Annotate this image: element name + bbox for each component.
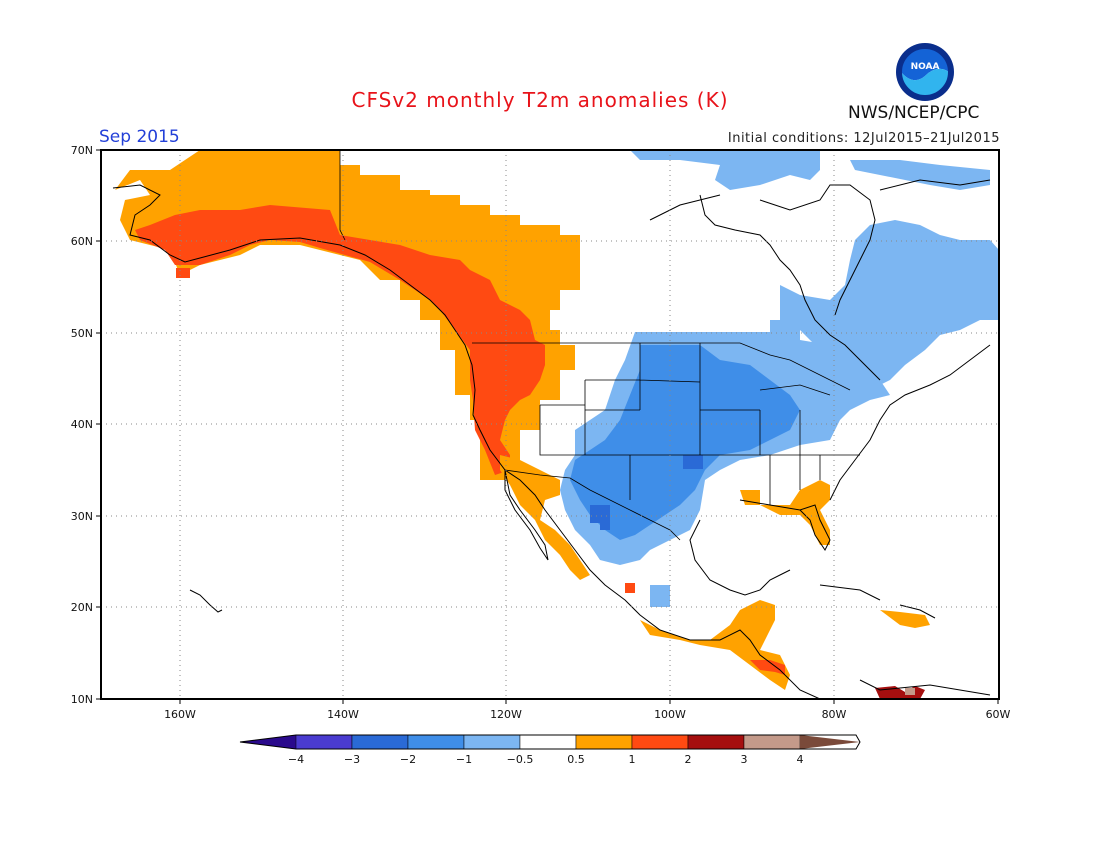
colorbar-swatch [463, 734, 521, 750]
colorbar-swatch [687, 734, 745, 750]
colorbar-swatch [631, 734, 689, 750]
svg-text:NOAA: NOAA [911, 62, 940, 72]
lat-label: 70N [71, 144, 93, 157]
lon-label: 160W [164, 708, 196, 721]
warm-southeast-us [740, 480, 830, 545]
lon-label: 100W [654, 708, 686, 721]
colorbar-arrow-right [800, 735, 860, 749]
colorbar-label: −2 [400, 753, 416, 766]
longitude-labels: 160W 140W 120W 100W 80W 60W [164, 708, 1010, 721]
lat-label: 60N [71, 235, 93, 248]
warm-baja-coast [500, 455, 590, 580]
very-hot-south-america [905, 688, 915, 695]
colorbar-label: 4 [797, 753, 804, 766]
warm-caribbean [880, 610, 930, 628]
colorbar-label: −4 [288, 753, 304, 766]
colorbar-label: 2 [685, 753, 692, 766]
lat-label: 20N [71, 601, 93, 614]
lat-label: 40N [71, 418, 93, 431]
colorbar-swatch [519, 734, 577, 750]
lon-label: 140W [327, 708, 359, 721]
colorbar-label: 1 [629, 753, 636, 766]
colorbar-swatch [407, 734, 465, 750]
colorbar-swatch [351, 734, 409, 750]
colorbar-label: −3 [344, 753, 360, 766]
colorbar-arrow-left [240, 735, 296, 749]
colorbar-label: −0.5 [507, 753, 534, 766]
map-title: CFSv2 monthly T2m anomalies (K) [351, 88, 729, 112]
cool-anomaly-greenland [850, 160, 990, 190]
colorbar-label: 3 [741, 753, 748, 766]
colorbar-swatch [743, 734, 801, 750]
lat-label: 30N [71, 510, 93, 523]
latitude-labels: 70N 60N 50N 40N 30N 20N 10N [71, 144, 93, 706]
anomaly-field [115, 150, 999, 699]
noaa-logo: NOAA [896, 43, 954, 101]
warm-core-central-america [750, 660, 785, 675]
cool-anomaly-eastern-canada [780, 220, 999, 390]
lon-label: 120W [490, 708, 522, 721]
cool-anomaly-arctic [630, 150, 820, 190]
forecast-month: Sep 2015 [99, 127, 180, 147]
cool-core-plains [570, 345, 800, 540]
colorbar-swatch [575, 734, 633, 750]
agency-label: NWS/NCEP/CPC [848, 103, 980, 123]
colorbar-label: −1 [456, 753, 472, 766]
lat-label: 10N [71, 693, 93, 706]
warm-core-pacific-northwest [135, 205, 545, 475]
lat-label: 50N [71, 327, 93, 340]
lon-label: 80W [822, 708, 847, 721]
initial-conditions: Initial conditions: 12Jul2015–21Jul2015 [727, 131, 1000, 146]
axis-ticks [96, 149, 999, 704]
colorbar-labels: −4 −3 −2 −1 −0.5 0.5 1 2 3 4 [288, 753, 804, 766]
colorbar-swatch [295, 734, 353, 750]
warm-central-america [640, 600, 790, 690]
lon-label: 60W [986, 708, 1011, 721]
colorbar [239, 734, 861, 750]
colorbar-label: 0.5 [567, 753, 585, 766]
